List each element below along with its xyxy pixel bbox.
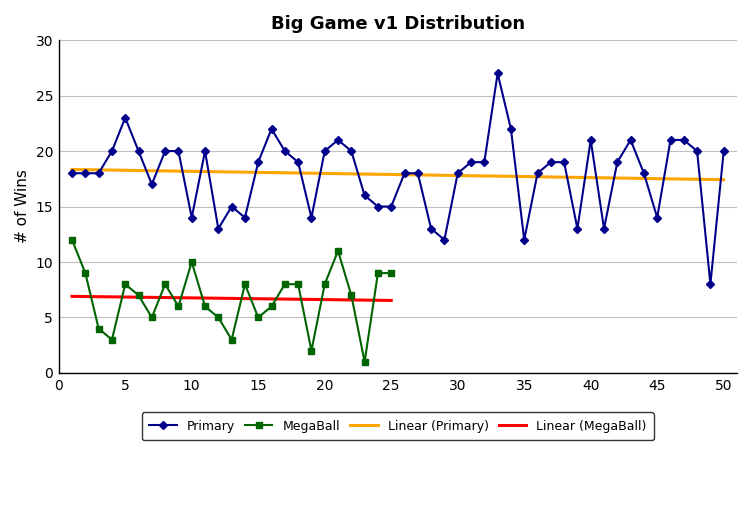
Primary: [400, 170, 409, 176]
Primary: [80, 170, 89, 176]
MegaBall: [68, 236, 77, 243]
Primary: [493, 70, 502, 76]
Linear (MegaBall): [68, 293, 77, 300]
Primary: [333, 137, 342, 143]
Primary: [214, 226, 223, 232]
Primary: [613, 159, 622, 165]
Primary: [147, 181, 156, 187]
Legend: Primary, MegaBall, Linear (Primary), Linear (MegaBall): Primary, MegaBall, Linear (Primary), Lin…: [141, 412, 654, 441]
Primary: [347, 148, 356, 154]
Primary: [134, 148, 143, 154]
MegaBall: [161, 281, 170, 287]
Primary: [267, 126, 276, 132]
MegaBall: [347, 292, 356, 299]
MegaBall: [108, 337, 117, 343]
Primary: [426, 226, 435, 232]
MegaBall: [387, 270, 396, 276]
MegaBall: [280, 281, 290, 287]
Line: Linear (MegaBall): Linear (MegaBall): [72, 297, 391, 301]
Primary: [546, 159, 555, 165]
Primary: [693, 148, 702, 154]
Primary: [466, 159, 475, 165]
Primary: [387, 204, 396, 210]
Primary: [626, 137, 635, 143]
Primary: [599, 226, 608, 232]
Primary: [453, 170, 462, 176]
Primary: [480, 159, 489, 165]
Primary: [201, 148, 210, 154]
Primary: [307, 214, 316, 221]
MegaBall: [134, 292, 143, 299]
MegaBall: [307, 348, 316, 354]
Primary: [414, 170, 423, 176]
Primary: [187, 214, 196, 221]
Primary: [559, 159, 569, 165]
MegaBall: [147, 314, 156, 321]
Line: Primary: Primary: [69, 71, 726, 287]
MegaBall: [94, 325, 103, 331]
MegaBall: [201, 303, 210, 309]
Primary: [679, 137, 688, 143]
Primary: [374, 204, 383, 210]
Primary: [653, 214, 662, 221]
Primary: [587, 137, 596, 143]
Primary: [639, 170, 648, 176]
Primary: [440, 236, 449, 243]
Primary: [293, 159, 302, 165]
Primary: [161, 148, 170, 154]
MegaBall: [267, 303, 276, 309]
MegaBall: [241, 281, 250, 287]
MegaBall: [174, 303, 183, 309]
MegaBall: [293, 281, 302, 287]
Line: MegaBall: MegaBall: [69, 237, 394, 365]
Primary: [94, 170, 103, 176]
Primary: [706, 281, 715, 287]
MegaBall: [121, 281, 130, 287]
Title: Big Game v1 Distribution: Big Game v1 Distribution: [271, 15, 525, 33]
Primary: [253, 159, 262, 165]
Primary: [506, 126, 515, 132]
Primary: [68, 170, 77, 176]
MegaBall: [320, 281, 329, 287]
MegaBall: [80, 270, 89, 276]
Primary: [280, 148, 290, 154]
Primary: [121, 115, 130, 121]
Primary: [227, 204, 236, 210]
MegaBall: [360, 359, 369, 365]
MegaBall: [214, 314, 223, 321]
MegaBall: [227, 337, 236, 343]
MegaBall: [333, 248, 342, 254]
Primary: [360, 192, 369, 199]
Y-axis label: # of Wins: # of Wins: [15, 170, 30, 244]
Primary: [174, 148, 183, 154]
MegaBall: [253, 314, 262, 321]
Primary: [719, 148, 728, 154]
MegaBall: [187, 259, 196, 265]
Primary: [241, 214, 250, 221]
Primary: [533, 170, 542, 176]
MegaBall: [374, 270, 383, 276]
Primary: [666, 137, 675, 143]
Primary: [520, 236, 529, 243]
Primary: [573, 226, 582, 232]
Primary: [320, 148, 329, 154]
Linear (MegaBall): [387, 298, 396, 304]
Primary: [108, 148, 117, 154]
